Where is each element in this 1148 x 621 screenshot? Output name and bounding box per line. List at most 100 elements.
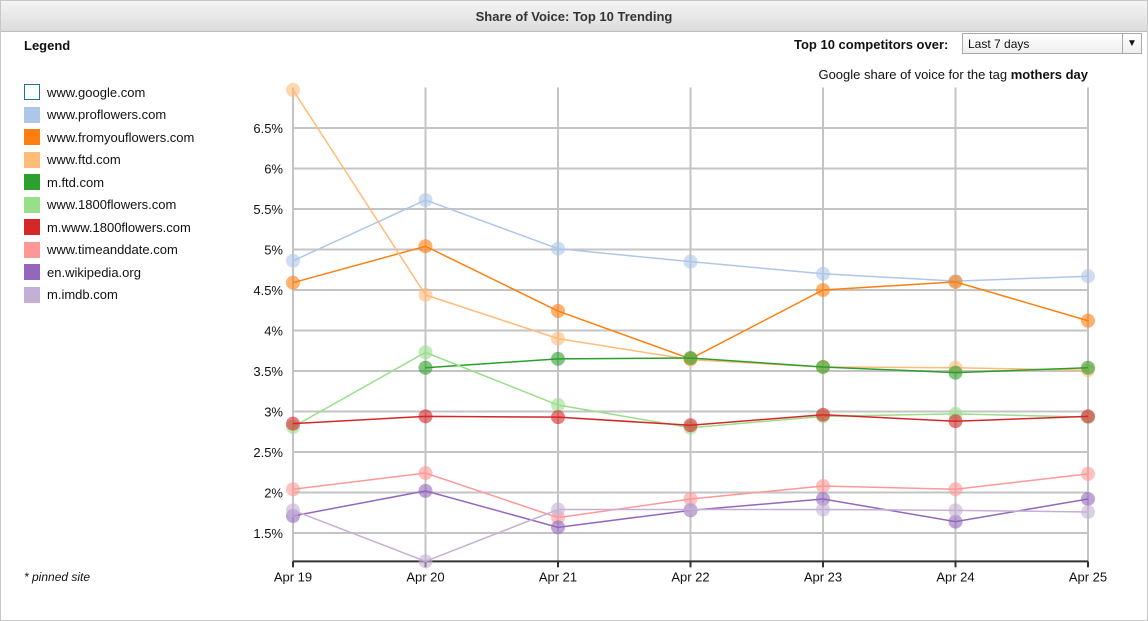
legend-item[interactable]: www.1800flowers.com [24,194,194,217]
y-tick-label: 4.5% [253,283,283,298]
data-point [418,239,433,254]
data-point [1081,491,1095,506]
legend-label: m.imdb.com [47,287,118,303]
x-tick-label: Apr 22 [671,569,709,584]
legend-swatch [24,264,40,281]
legend-item[interactable]: m.ftd.com [24,171,194,194]
data-point [816,491,830,506]
y-tick-label: 5.5% [253,202,283,217]
data-point [286,253,300,268]
data-point [683,418,698,433]
legend-swatch [24,196,40,213]
data-point [816,407,830,422]
data-point [286,416,300,431]
data-point [948,274,963,289]
data-point [551,520,565,535]
x-tick-label: Apr 25 [1069,569,1107,584]
legend-swatch [24,241,40,258]
chart-subtitle: Google share of voice for the tag mother… [818,67,1088,82]
legend-swatch [24,151,40,168]
data-point [551,331,565,346]
data-point [551,351,565,366]
legend-title: Legend [24,38,71,53]
period-select[interactable]: Last 7 days ▼ [962,33,1142,54]
data-point [551,304,565,319]
legend-item[interactable]: www.proflowers.com [24,104,194,127]
data-point [683,502,698,517]
data-point [551,410,565,425]
chevron-down-icon[interactable]: ▼ [1122,34,1141,53]
legend-label: en.wikipedia.org [47,264,141,280]
legend-item[interactable]: m.imdb.com [24,284,194,307]
data-point [551,398,565,413]
x-tick-label: Apr 20 [406,569,444,584]
data-point [948,365,963,380]
data-point [683,254,698,269]
legend-item[interactable]: www.fromyouflowers.com [24,126,194,149]
legend-swatch [24,219,40,236]
x-tick-label: Apr 19 [274,569,312,584]
legend-label: www.proflowers.com [47,107,167,123]
legend-label: www.1800flowers.com [47,197,177,213]
legend: www.google.com www.proflowers.com www.from… [24,81,194,306]
data-point [816,479,830,494]
data-point [948,503,963,518]
legend-item[interactable]: en.wikipedia.org [24,261,194,284]
legend-label: www.fromyouflowers.com [47,129,195,145]
x-tick-label: Apr 21 [539,569,577,584]
legend-label: www.google.com [47,84,146,100]
data-point [948,482,963,497]
legend-item[interactable]: www.google.com [24,81,194,104]
series-line [425,357,1089,374]
data-point [418,287,433,302]
data-point [1081,466,1095,481]
data-point [418,409,433,424]
data-point [1081,360,1095,375]
data-point [683,351,698,366]
data-point [816,266,830,281]
legend-swatch [24,174,40,191]
legend-label: www.ftd.com [47,152,121,168]
y-tick-label: 5% [264,243,283,258]
y-tick-label: 4% [264,324,283,339]
data-point [1081,269,1095,284]
legend-item[interactable]: www.timeanddate.com [24,239,194,262]
y-tick-label: 6% [264,162,283,177]
x-tick-label: Apr 24 [936,569,974,584]
data-point [683,491,698,506]
data-point [551,241,565,256]
legend-item[interactable]: m.www.1800flowers.com [24,216,194,239]
data-point [418,554,433,569]
subtitle-prefix: Google share of voice for the tag [818,67,1011,82]
data-point [816,502,830,517]
data-point [1081,409,1095,424]
data-point [816,283,830,297]
legend-label: m.www.1800flowers.com [47,219,191,235]
data-point [418,466,433,481]
data-point [816,359,830,374]
data-point [948,514,963,529]
data-point [418,483,433,498]
legend-label: m.ftd.com [47,174,105,190]
legend-swatch [24,106,40,123]
data-point [1081,504,1095,519]
y-tick-label: 3% [264,405,283,420]
legend-label: www.timeanddate.com [47,242,178,258]
data-point [948,414,963,429]
data-point [418,193,433,208]
y-tick-label: 2% [264,486,283,501]
data-point [286,82,300,97]
competitors-label: Top 10 competitors over: [794,37,949,52]
y-tick-label: 3.5% [253,364,283,379]
data-point [286,503,300,518]
y-tick-label: 6.5% [253,121,283,136]
legend-item[interactable]: www.ftd.com [24,149,194,172]
legend-swatch [24,84,40,101]
y-tick-label: 1.5% [253,526,283,541]
data-point [418,345,433,360]
data-point [551,502,565,517]
x-tick-label: Apr 23 [804,569,842,584]
period-select-value: Last 7 days [968,37,1030,51]
